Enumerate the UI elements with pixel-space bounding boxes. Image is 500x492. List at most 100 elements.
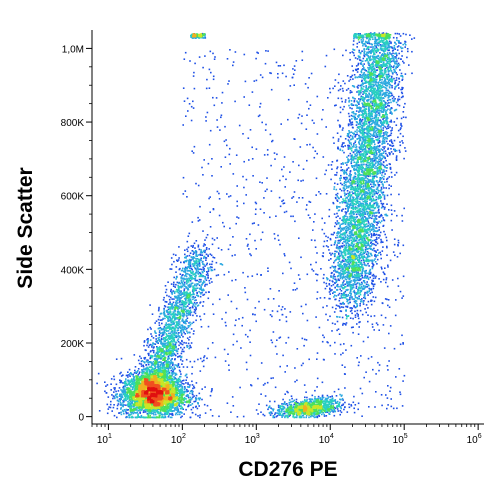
event-point [351, 204, 354, 207]
event-point [381, 149, 384, 151]
event-point [345, 305, 347, 308]
event-point [371, 104, 374, 106]
event-point [375, 175, 377, 177]
event-point [352, 96, 354, 99]
event-point [346, 241, 349, 244]
event-point [176, 314, 179, 317]
event-point [354, 240, 356, 242]
event-point [362, 90, 364, 93]
event-point [220, 249, 223, 251]
event-point [319, 297, 322, 299]
event-point [171, 410, 173, 412]
event-point [284, 254, 286, 257]
event-point [376, 249, 379, 251]
event-point [130, 385, 132, 388]
event-point [176, 405, 178, 408]
event-point [199, 271, 201, 274]
event-point [311, 415, 314, 417]
event-point [389, 108, 392, 110]
event-point [359, 387, 362, 390]
event-point [114, 394, 117, 397]
event-point [188, 284, 191, 287]
event-point [254, 239, 256, 242]
event-point [398, 42, 400, 44]
event-point [367, 222, 370, 224]
event-point [340, 85, 342, 87]
event-point [378, 109, 381, 112]
event-point [315, 194, 317, 196]
event-point [367, 180, 369, 183]
event-point [190, 408, 193, 411]
event-point [367, 75, 370, 78]
event-point [284, 402, 286, 404]
event-point [131, 402, 133, 405]
event-point [204, 257, 207, 259]
event-point [349, 196, 352, 198]
event-point [180, 373, 182, 375]
event-point [382, 152, 385, 154]
event-point [330, 244, 333, 246]
event-point [341, 87, 344, 90]
event-point [255, 57, 257, 60]
event-point [351, 107, 353, 110]
event-point [375, 236, 378, 239]
event-point [357, 264, 360, 266]
event-point [125, 408, 128, 411]
event-point [377, 160, 380, 163]
event-point [168, 332, 170, 335]
event-point [367, 148, 370, 150]
event-point [132, 412, 135, 415]
event-point [157, 352, 159, 355]
event-point [116, 416, 118, 419]
event-point [333, 406, 336, 409]
event-point [391, 47, 394, 49]
event-point [199, 397, 201, 399]
event-point [386, 214, 389, 217]
event-point [184, 401, 186, 403]
event-point [347, 112, 350, 115]
event-point [133, 411, 135, 413]
event-point [189, 344, 191, 347]
event-point [384, 109, 386, 111]
event-point [339, 135, 342, 138]
event-point [362, 76, 364, 78]
event-point [143, 357, 145, 359]
event-point [357, 64, 359, 66]
event-point [397, 62, 400, 65]
event-point [314, 239, 316, 242]
event-point [407, 50, 409, 53]
event-point [346, 298, 348, 301]
event-point [272, 408, 275, 410]
event-point [316, 297, 318, 300]
event-point [141, 360, 144, 362]
event-point [193, 308, 196, 311]
event-point [350, 104, 353, 106]
event-point [269, 414, 272, 416]
event-point [232, 61, 235, 63]
event-point [249, 329, 251, 332]
event-point [365, 149, 367, 151]
event-point [241, 316, 244, 319]
event-point [378, 145, 380, 148]
event-point [189, 321, 191, 324]
event-point [340, 395, 343, 397]
event-point [316, 152, 318, 155]
event-point [184, 333, 186, 335]
event-point [171, 361, 173, 364]
event-point [167, 368, 170, 371]
event-point [378, 114, 381, 116]
event-point [168, 379, 170, 381]
event-point [339, 217, 341, 220]
event-point [361, 283, 364, 285]
event-point [386, 58, 389, 61]
event-point [386, 167, 388, 169]
event-point [390, 171, 393, 174]
event-point [369, 135, 371, 138]
event-point [229, 195, 232, 197]
event-point [192, 333, 195, 335]
event-point [181, 415, 183, 418]
event-point [183, 294, 186, 296]
event-point [380, 200, 382, 202]
event-point [402, 275, 405, 278]
event-point [378, 125, 380, 128]
